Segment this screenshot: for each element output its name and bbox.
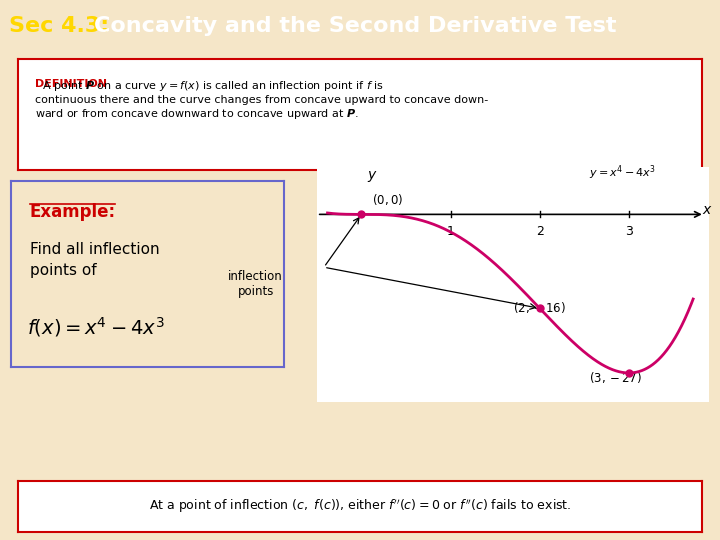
Text: DEFINITION: DEFINITION [35, 79, 107, 89]
Text: 1: 1 [446, 225, 454, 238]
Text: Example:: Example: [30, 203, 116, 221]
Text: $(3, -27)$: $(3, -27)$ [589, 370, 642, 385]
Text: A point $\boldsymbol{P}$ on a curve $y = f(x)$ is called an inflection point if : A point $\boldsymbol{P}$ on a curve $y =… [35, 79, 488, 121]
Text: Concavity and the Second Derivative Test: Concavity and the Second Derivative Test [94, 16, 616, 36]
Text: At a point of inflection $(c,\ f(c))$, either $f''(c) = 0$ or $f''(c)$ fails to : At a point of inflection $(c,\ f(c))$, e… [149, 497, 571, 515]
Text: $x$: $x$ [702, 202, 713, 217]
Text: 3: 3 [625, 225, 633, 238]
Text: $(2, -16)$: $(2, -16)$ [513, 300, 566, 314]
Text: inflection
points: inflection points [228, 269, 283, 298]
Text: $y = x^4 - 4x^3$: $y = x^4 - 4x^3$ [589, 163, 656, 181]
Text: $y$: $y$ [366, 169, 377, 184]
Text: Sec 4.3:: Sec 4.3: [9, 16, 109, 36]
Text: Find all inflection
points of: Find all inflection points of [30, 242, 160, 279]
Text: $(0, 0)$: $(0, 0)$ [372, 192, 403, 207]
Text: 2: 2 [536, 225, 544, 238]
Text: $f(x) = x^4 - 4x^3$: $f(x) = x^4 - 4x^3$ [27, 315, 165, 339]
